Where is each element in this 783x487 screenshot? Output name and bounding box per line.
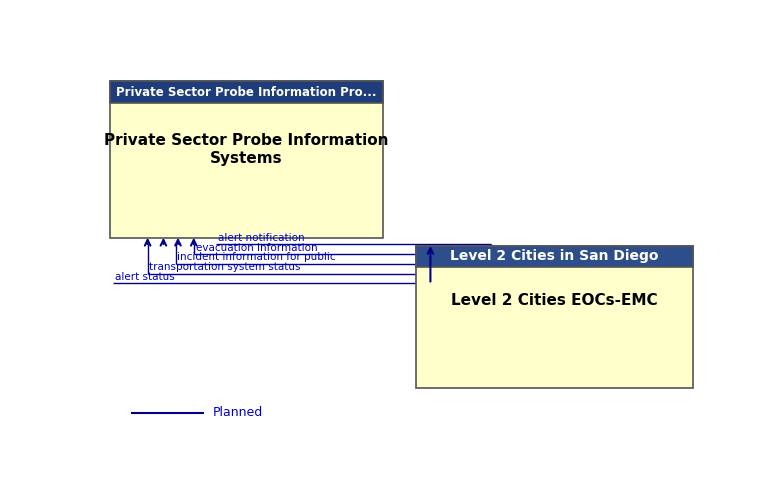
Text: alert notification: alert notification xyxy=(218,233,305,243)
Text: Private Sector Probe Information Pro...: Private Sector Probe Information Pro... xyxy=(117,86,377,99)
Text: transportation system status: transportation system status xyxy=(150,262,301,272)
Text: evacuation information: evacuation information xyxy=(196,243,317,253)
Bar xyxy=(417,246,693,389)
Text: incident information for public: incident information for public xyxy=(178,252,336,262)
Text: Private Sector Probe Information
Systems: Private Sector Probe Information Systems xyxy=(104,133,389,166)
Text: alert status: alert status xyxy=(115,272,175,282)
Text: Level 2 Cities EOCs-EMC: Level 2 Cities EOCs-EMC xyxy=(451,293,658,308)
Text: Planned: Planned xyxy=(213,406,263,419)
Bar xyxy=(110,81,383,239)
Bar xyxy=(110,81,383,103)
Text: Level 2 Cities in San Diego: Level 2 Cities in San Diego xyxy=(450,249,659,263)
Bar xyxy=(417,246,693,266)
